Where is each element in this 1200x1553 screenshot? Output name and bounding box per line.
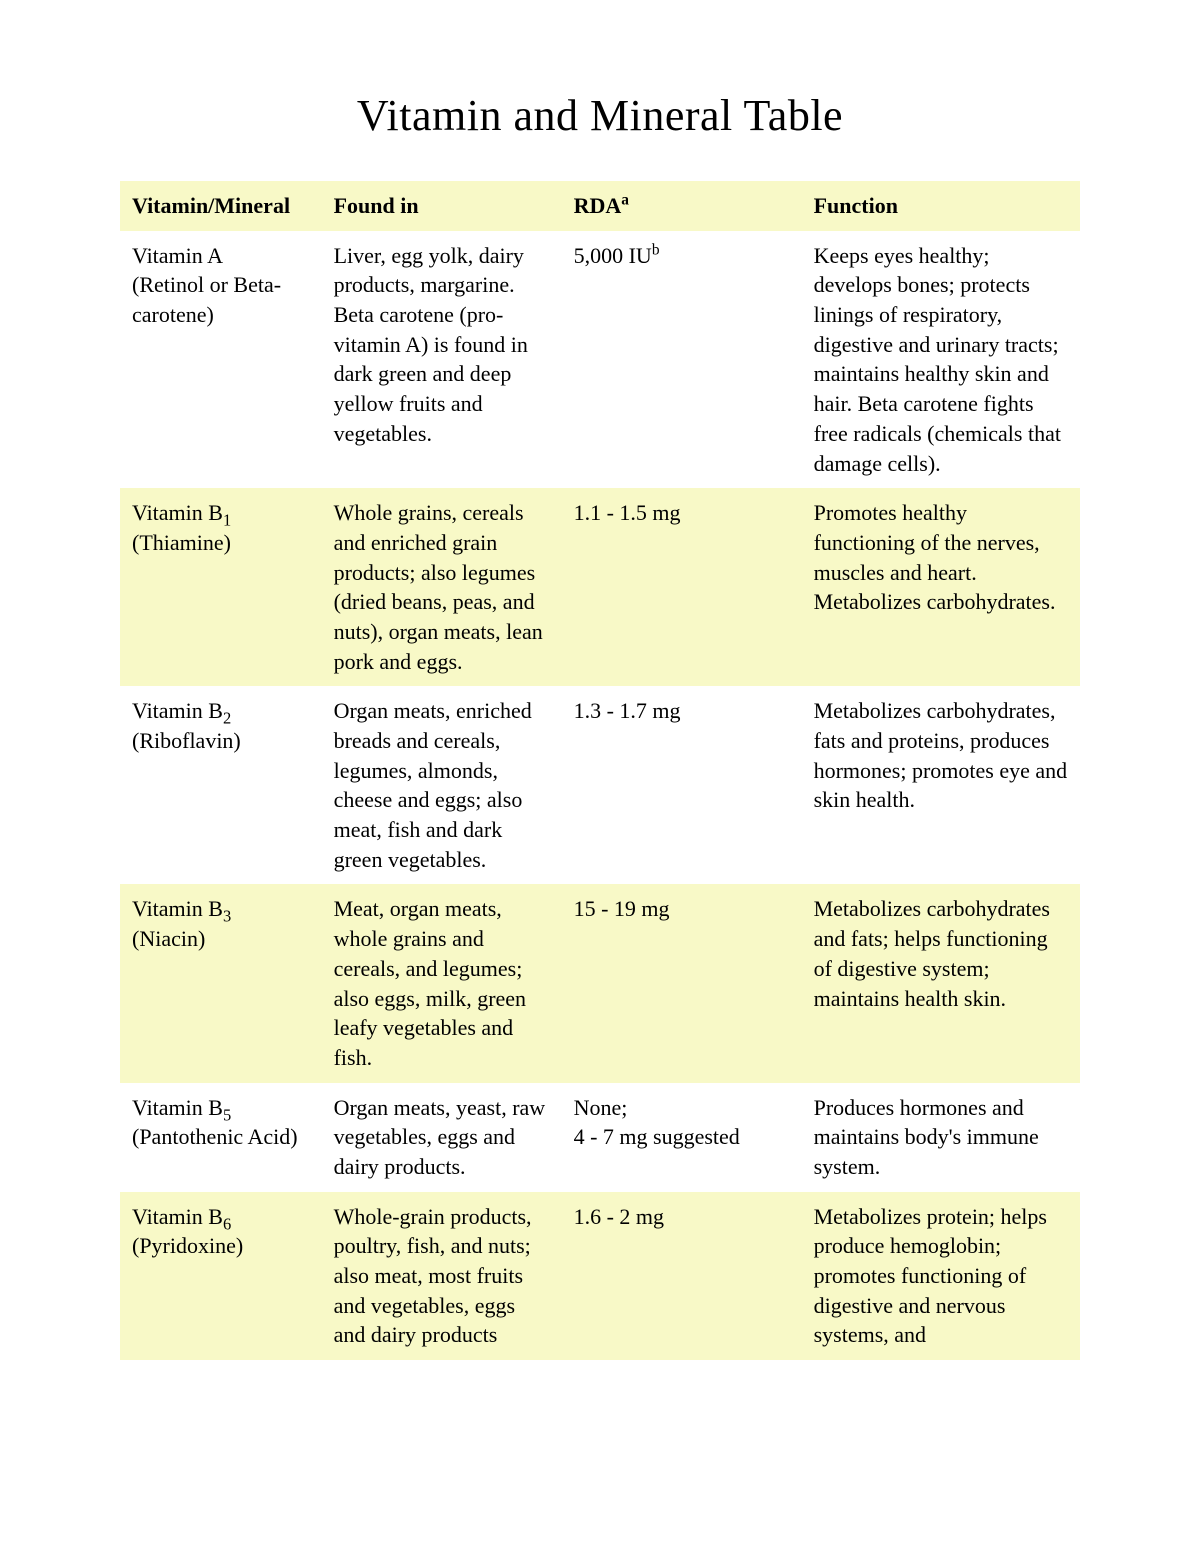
table-row: Vitamin B2(Riboflavin)Organ meats, enric…	[120, 686, 1080, 884]
vitamin-table: Vitamin/Mineral Found in RDAa Function V…	[120, 181, 1080, 1360]
cell-vitamin-name: Vitamin B2(Riboflavin)	[120, 686, 322, 884]
table-row: Vitamin B3(Niacin)Meat, organ meats, who…	[120, 884, 1080, 1082]
cell-function: Metabolizes carbohydrates, fats and prot…	[802, 686, 1080, 884]
cell-vitamin-name: Vitamin B3(Niacin)	[120, 884, 322, 1082]
cell-found-in: Meat, organ meats, whole grains and cere…	[322, 884, 562, 1082]
cell-vitamin-name: Vitamin B1(Thiamine)	[120, 488, 322, 686]
cell-rda: 1.6 - 2 mg	[562, 1192, 802, 1360]
cell-found-in: Organ meats, enriched breads and cereals…	[322, 686, 562, 884]
col-header-function: Function	[802, 181, 1080, 231]
table-row: Vitamin B5(Pantothenic Acid)Organ meats,…	[120, 1083, 1080, 1192]
cell-function: Produces hormones and maintains body's i…	[802, 1083, 1080, 1192]
cell-found-in: Whole-grain products, poultry, fish, and…	[322, 1192, 562, 1360]
col-header-text: Function	[814, 193, 898, 218]
cell-function: Promotes healthy functioning of the nerv…	[802, 488, 1080, 686]
cell-function: Keeps eyes healthy; develops bones; prot…	[802, 231, 1080, 489]
cell-rda: None;4 - 7 mg suggested	[562, 1083, 802, 1192]
table-body: Vitamin A(Retinol or Beta-carotene)Liver…	[120, 231, 1080, 1360]
col-header-vitamin: Vitamin/Mineral	[120, 181, 322, 231]
cell-rda: 1.3 - 1.7 mg	[562, 686, 802, 884]
cell-rda: 15 - 19 mg	[562, 884, 802, 1082]
cell-rda: 1.1 - 1.5 mg	[562, 488, 802, 686]
cell-function: Metabolizes carbohydrates and fats; help…	[802, 884, 1080, 1082]
cell-vitamin-name: Vitamin B6(Pyridoxine)	[120, 1192, 322, 1360]
col-header-text: Vitamin/Mineral	[132, 193, 290, 218]
cell-vitamin-name: Vitamin B5(Pantothenic Acid)	[120, 1083, 322, 1192]
page-title: Vitamin and Mineral Table	[120, 90, 1080, 141]
col-header-found-in: Found in	[322, 181, 562, 231]
cell-rda: 5,000 IUb	[562, 231, 802, 489]
col-header-sup: a	[621, 192, 629, 209]
table-row: Vitamin A(Retinol or Beta-carotene)Liver…	[120, 231, 1080, 489]
col-header-text: RDA	[574, 193, 622, 218]
page: Vitamin and Mineral Table Vitamin/Minera…	[0, 0, 1200, 1553]
table-header: Vitamin/Mineral Found in RDAa Function	[120, 181, 1080, 231]
table-row: Vitamin B6(Pyridoxine)Whole-grain produc…	[120, 1192, 1080, 1360]
cell-found-in: Liver, egg yolk, dairy products, margari…	[322, 231, 562, 489]
table-header-row: Vitamin/Mineral Found in RDAa Function	[120, 181, 1080, 231]
cell-vitamin-name: Vitamin A(Retinol or Beta-carotene)	[120, 231, 322, 489]
cell-function: Metabolizes protein; helps produce hemog…	[802, 1192, 1080, 1360]
cell-found-in: Organ meats, yeast, raw vegetables, eggs…	[322, 1083, 562, 1192]
col-header-text: Found in	[334, 193, 419, 218]
cell-found-in: Whole grains, cereals and enriched grain…	[322, 488, 562, 686]
col-header-rda: RDAa	[562, 181, 802, 231]
table-row: Vitamin B1(Thiamine)Whole grains, cereal…	[120, 488, 1080, 686]
